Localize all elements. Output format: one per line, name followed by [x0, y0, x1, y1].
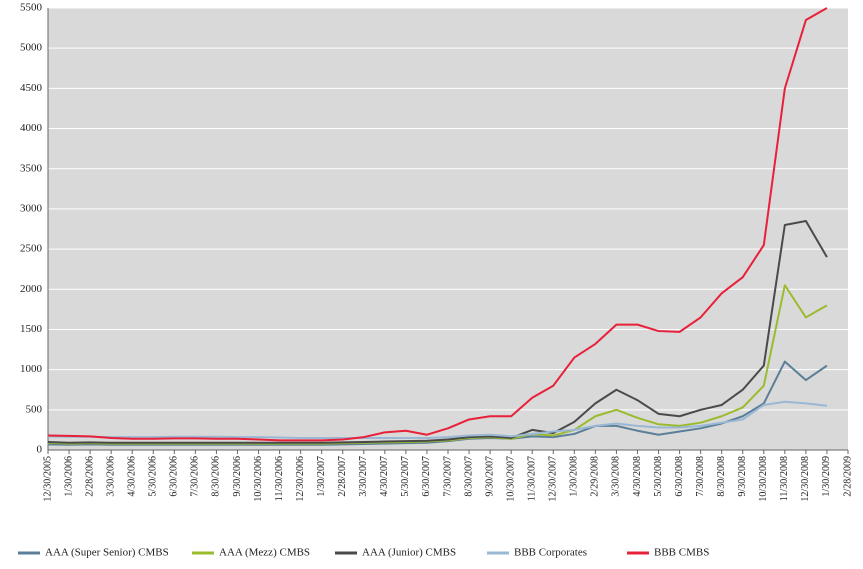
x-tick-label: 8/30/2008 [716, 456, 727, 497]
x-tick-label: 2/28/2009 [842, 456, 853, 497]
legend-label: BBB CMBS [654, 547, 709, 559]
x-tick-label: 10/30/2008 [758, 456, 769, 502]
legend-label: AAA (Junior) CMBS [362, 547, 456, 559]
x-tick-label: 7/30/2007 [442, 456, 453, 497]
x-tick-label: 10/30/2006 [253, 456, 264, 502]
y-tick-label: 5500 [20, 2, 43, 14]
y-tick-label: 3000 [20, 202, 43, 214]
y-tick-label: 5000 [20, 42, 43, 54]
x-tick-label: 12/30/2007 [548, 456, 559, 502]
x-tick-label: 5/30/2006 [148, 456, 159, 497]
x-tick-label: 11/30/2008 [779, 456, 790, 501]
x-tick-label: 6/30/2006 [169, 456, 180, 497]
y-tick-label: 4500 [20, 82, 43, 94]
y-tick-label: 2000 [20, 283, 43, 295]
x-tick-label: 1/30/2008 [569, 456, 580, 497]
legend-label: AAA (Mezz) CMBS [219, 547, 310, 559]
x-tick-label: 8/30/2006 [211, 456, 222, 497]
x-tick-label: 6/30/2007 [421, 456, 432, 497]
x-tick-label: 11/30/2006 [274, 456, 285, 501]
x-tick-label: 3/30/2006 [105, 456, 116, 497]
x-tick-label: 12/30/2006 [295, 456, 306, 502]
x-tick-label: 3/30/2007 [358, 456, 369, 497]
x-tick-label: 4/30/2006 [127, 456, 138, 497]
x-tick-label: 10/30/2007 [505, 456, 516, 502]
x-tick-label: 9/30/2007 [484, 456, 495, 497]
x-tick-label: 9/30/2006 [232, 456, 243, 497]
x-tick-label: 12/30/2005 [42, 456, 53, 502]
x-tick-label: 9/30/2008 [737, 456, 748, 497]
y-tick-label: 2500 [20, 243, 43, 255]
x-tick-label: 1/30/2007 [316, 456, 327, 497]
series-line [47, 7, 828, 442]
y-tick-label: 0 [37, 444, 43, 456]
x-tick-label: 2/28/2007 [337, 456, 348, 497]
x-tick-label: 2/29/2008 [590, 456, 601, 497]
x-tick-label: 2/28/2006 [84, 456, 95, 497]
y-tick-label: 1000 [20, 363, 43, 375]
x-tick-label: 8/30/2007 [463, 456, 474, 497]
x-tick-label: 6/30/2008 [674, 456, 685, 497]
x-tick-label: 12/30/2008 [800, 456, 811, 502]
x-tick-label: 4/30/2007 [379, 456, 390, 497]
x-tick-label: 1/30/2009 [821, 456, 832, 497]
x-tick-label: 5/30/2007 [400, 456, 411, 497]
x-tick-label: 1/30/2006 [63, 456, 74, 497]
x-tick-label: 7/30/2008 [695, 456, 706, 497]
y-tick-label: 500 [26, 403, 43, 415]
y-tick-label: 4000 [20, 122, 43, 134]
series-line [47, 400, 828, 439]
y-tick-label: 3500 [20, 162, 43, 174]
x-tick-label: 11/30/2007 [527, 456, 538, 501]
x-tick-label: 5/30/2008 [653, 456, 664, 497]
y-tick-label: 1500 [20, 323, 43, 335]
x-tick-label: 4/30/2008 [632, 456, 643, 497]
series-line [47, 219, 828, 444]
legend-label: AAA (Super Senior) CMBS [45, 547, 169, 559]
series-line [47, 360, 828, 446]
x-tick-label: 3/30/2008 [611, 456, 622, 497]
plot-area [48, 8, 848, 450]
legend-label: BBB Corporates [514, 547, 587, 559]
x-tick-label: 7/30/2006 [190, 456, 201, 497]
